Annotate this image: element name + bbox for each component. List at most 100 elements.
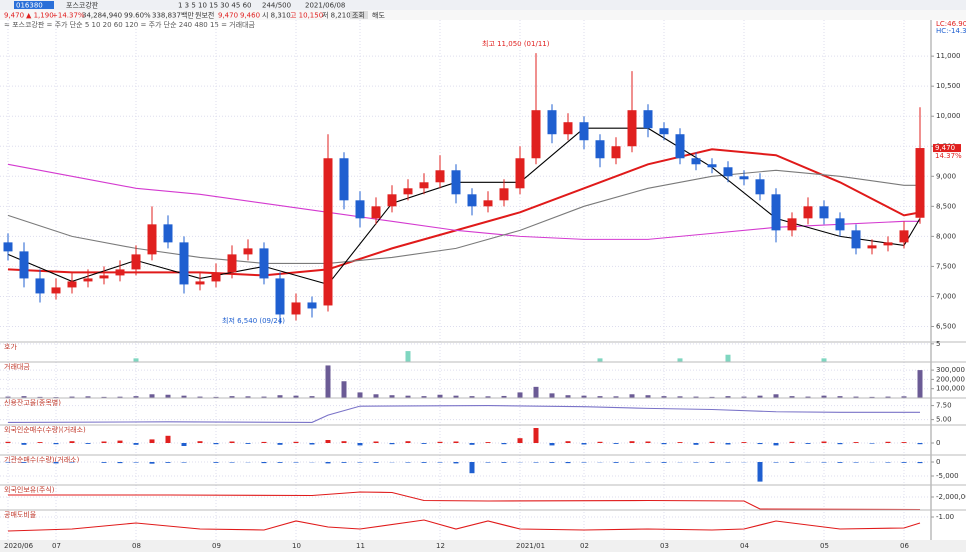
bar bbox=[277, 395, 283, 398]
bar bbox=[469, 443, 475, 445]
bar bbox=[821, 358, 827, 362]
candle-body bbox=[867, 245, 877, 249]
bar bbox=[741, 442, 747, 443]
date: 2021/06/08 bbox=[305, 2, 345, 10]
button-label: 해도 bbox=[372, 11, 385, 20]
bar bbox=[709, 462, 715, 463]
bar bbox=[757, 462, 763, 482]
bar bbox=[277, 462, 283, 463]
bar bbox=[661, 396, 667, 398]
bar bbox=[309, 396, 315, 398]
panel-title: 거래대금 bbox=[4, 362, 30, 371]
y-tick-label: 9,000 bbox=[936, 172, 956, 180]
bar bbox=[565, 395, 571, 398]
bar bbox=[773, 443, 779, 446]
date-axis bbox=[0, 540, 966, 552]
bar bbox=[613, 462, 619, 463]
candle-body bbox=[259, 248, 269, 279]
panel-title: 호가 bbox=[4, 342, 17, 351]
candle-body bbox=[147, 224, 157, 255]
bar bbox=[53, 443, 59, 445]
bar bbox=[405, 395, 411, 398]
y-tick-label: 0 bbox=[936, 458, 940, 466]
panel-title: 외국인보유(주식) bbox=[4, 485, 55, 494]
bar bbox=[869, 443, 875, 444]
button-label: 조회 bbox=[352, 12, 365, 20]
bar bbox=[165, 435, 171, 443]
bar bbox=[405, 351, 411, 362]
candle-body bbox=[595, 140, 605, 159]
bar bbox=[709, 396, 715, 398]
candle-body bbox=[787, 218, 797, 231]
bar bbox=[357, 443, 363, 446]
x-tick-label: 06 bbox=[900, 542, 909, 550]
bar bbox=[885, 396, 891, 398]
button[interactable] bbox=[350, 11, 368, 19]
bar bbox=[821, 395, 827, 398]
bar bbox=[629, 462, 635, 463]
bar bbox=[837, 462, 843, 463]
candle-body bbox=[355, 200, 365, 219]
bar bbox=[261, 396, 267, 398]
last-rate: 14.37% bbox=[935, 152, 962, 160]
y-tick-label: 7,000 bbox=[936, 292, 956, 300]
candle-body bbox=[547, 110, 557, 135]
candle-body bbox=[835, 218, 845, 231]
candle-body bbox=[35, 278, 45, 294]
line bbox=[7, 169, 920, 264]
bar bbox=[645, 395, 651, 398]
bar bbox=[357, 462, 363, 463]
bar bbox=[773, 394, 779, 398]
code-box[interactable] bbox=[14, 1, 54, 9]
bar bbox=[805, 396, 811, 398]
bar bbox=[437, 394, 443, 398]
panel-title: 외국인순매수(수량)(거래소) bbox=[4, 425, 86, 434]
open: 시 8,310 bbox=[262, 12, 291, 20]
volume: 34,284,940 bbox=[82, 12, 122, 20]
y-tick-label: 8,000 bbox=[936, 232, 956, 240]
periods: 1 3 5 10 15 30 45 60 bbox=[178, 2, 251, 10]
candle-body bbox=[803, 206, 813, 219]
candle-body bbox=[755, 179, 765, 195]
annotation-low: 최저 6,540 (09/24) bbox=[222, 316, 285, 325]
x-tick-label: 10 bbox=[292, 542, 301, 550]
line bbox=[7, 127, 921, 286]
line bbox=[7, 163, 920, 240]
candle-body bbox=[643, 110, 653, 129]
bar bbox=[197, 441, 203, 443]
x-tick-label: 08 bbox=[132, 542, 141, 550]
bar bbox=[677, 396, 683, 398]
bar bbox=[901, 396, 907, 398]
bar bbox=[453, 395, 459, 398]
panel-title: 공매도비율 bbox=[4, 510, 37, 519]
bar bbox=[341, 381, 347, 398]
bar bbox=[37, 442, 43, 443]
last-price-box bbox=[933, 144, 961, 153]
bar bbox=[101, 396, 107, 398]
bar bbox=[21, 396, 27, 398]
candle-body bbox=[435, 170, 445, 183]
bar bbox=[133, 462, 139, 463]
bar bbox=[549, 443, 555, 446]
y-tick-label: 7.50 bbox=[936, 402, 952, 410]
candle-body bbox=[227, 254, 237, 273]
bar bbox=[117, 440, 123, 443]
bar bbox=[917, 370, 923, 398]
bar bbox=[581, 462, 587, 463]
x-tick-label: 09 bbox=[212, 542, 221, 550]
candle-body bbox=[19, 251, 29, 279]
bar bbox=[421, 462, 427, 463]
y-tick-label: 10,000 bbox=[936, 112, 961, 120]
y-tick-label: -1.00 bbox=[936, 513, 954, 521]
candle-body bbox=[883, 242, 893, 246]
bar bbox=[693, 462, 699, 463]
y-tick-label: 5 bbox=[936, 340, 940, 348]
candle-body bbox=[611, 146, 621, 159]
bar bbox=[373, 462, 379, 463]
x-tick-label: 04 bbox=[740, 542, 749, 550]
candle-body bbox=[131, 254, 141, 270]
candle-body bbox=[451, 170, 461, 195]
candle-body bbox=[691, 158, 701, 165]
candle-body bbox=[67, 281, 77, 288]
